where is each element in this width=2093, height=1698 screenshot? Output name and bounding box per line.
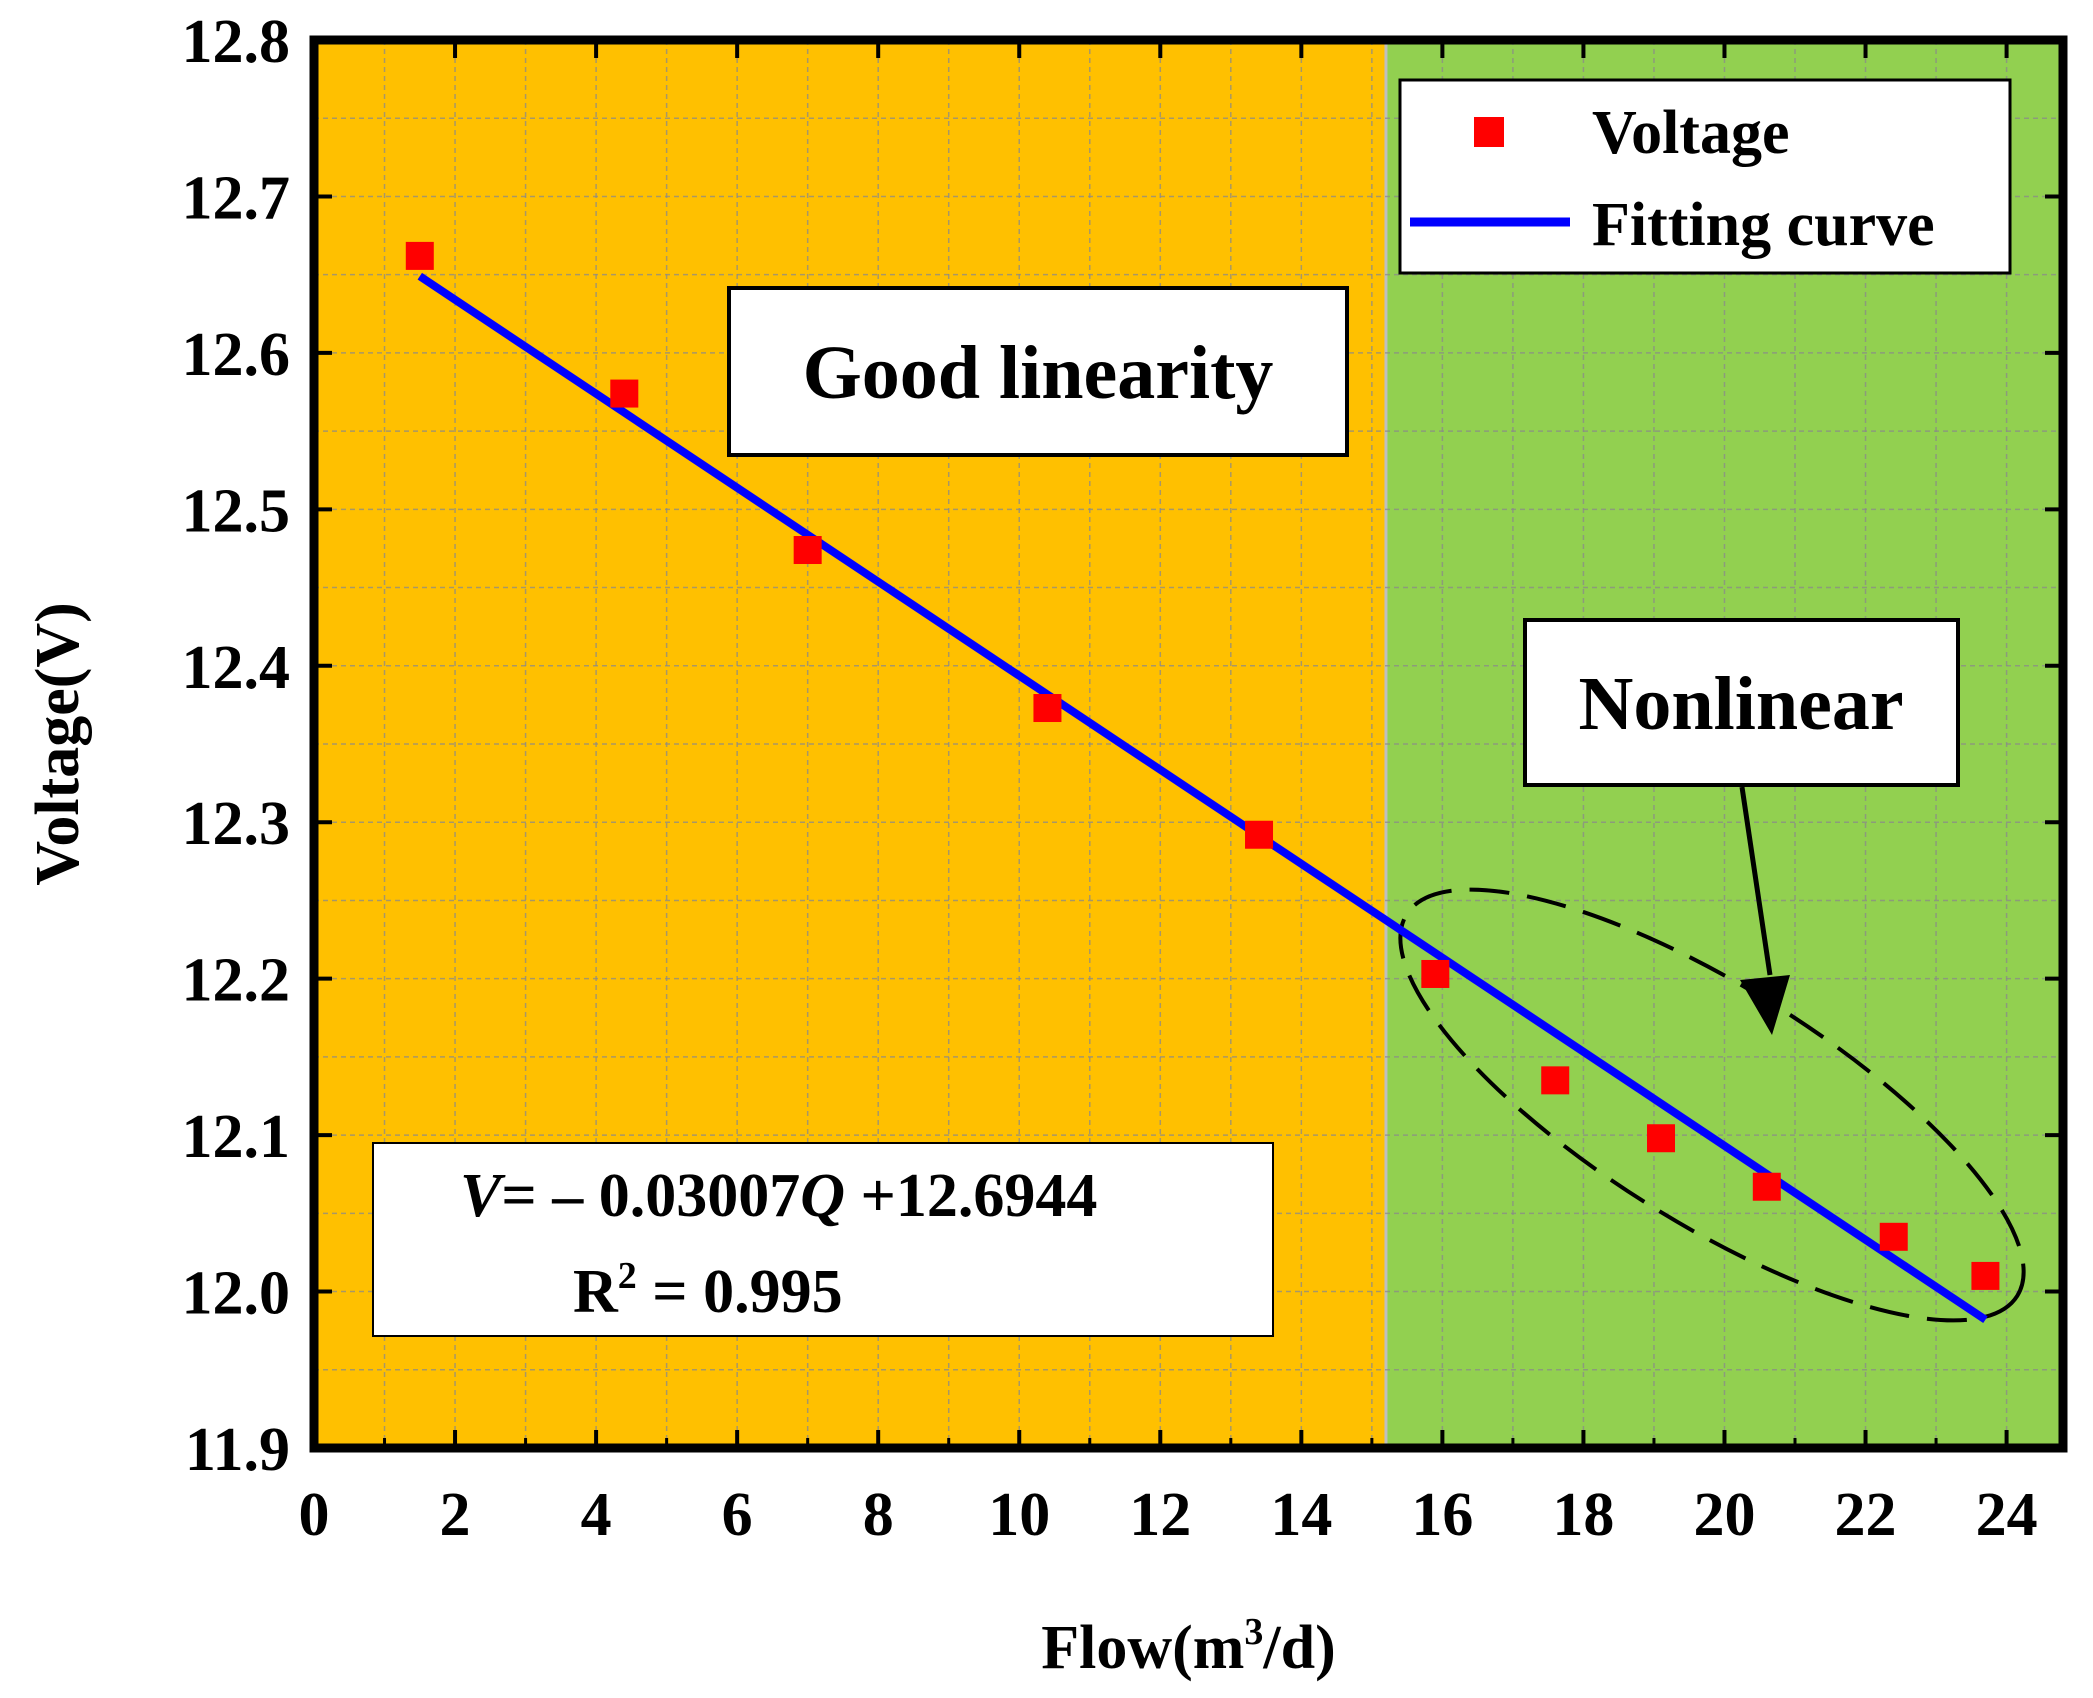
x-axis-title-main: Flow(m	[1041, 1614, 1244, 1682]
x-axis-title-sup: 3	[1244, 1611, 1263, 1653]
data-points-layer	[405, 241, 2000, 1290]
y-tick-label: 12.7	[182, 164, 291, 232]
x-tick-label: 12	[1129, 1481, 1191, 1549]
nonlinear-arrow	[1739, 786, 1790, 1035]
y-tick-label: 12.0	[182, 1260, 291, 1328]
x-tick-label: 16	[1411, 1481, 1473, 1549]
equation-q: Q	[800, 1162, 845, 1230]
fitting-curve-line	[417, 272, 1988, 1324]
legend-box	[1398, 78, 2012, 275]
x-tick-label: 2	[440, 1481, 471, 1549]
legend: Voltage Fitting curve	[1398, 78, 2012, 275]
nonlinear-label: Nonlinear	[1578, 662, 1903, 746]
voltage-point	[405, 241, 434, 270]
y-tick-label: 11.9	[185, 1416, 290, 1484]
arrow-shaft	[1739, 786, 1773, 976]
x-tick-label: 6	[722, 1481, 753, 1549]
r-squared-sup: 2	[618, 1255, 637, 1297]
fitting-curve-layer	[417, 272, 1988, 1324]
y-tick-label: 12.3	[182, 790, 291, 858]
equation-box	[372, 1142, 1274, 1337]
tick-labels: 0 2 4 6 8 10 12 14 16 18 20 22 2411.912.012.112.212.…	[182, 8, 2038, 1549]
voltage-point	[1421, 959, 1450, 988]
y-tick-label: 12.8	[182, 8, 291, 76]
legend-fitting-curve-label: Fitting curve	[1592, 191, 1935, 259]
x-tick-label: 4	[581, 1481, 612, 1549]
y-tick-label: 12.4	[182, 634, 291, 702]
equation-coef: = – 0.03007	[501, 1162, 800, 1230]
voltage-point	[1245, 820, 1274, 849]
x-tick-label: 18	[1552, 1481, 1614, 1549]
x-tick-label: 10	[988, 1481, 1050, 1549]
equation-annotation: V= – 0.03007Q +12.6944 R2 = 0.995	[372, 1142, 1274, 1337]
x-axis-title: Flow(m3/d)	[1041, 1611, 1336, 1682]
equation-v: V	[460, 1162, 506, 1230]
nonlinear-box	[1523, 618, 1960, 787]
y-axis-title: Voltage(V)	[24, 602, 92, 886]
r-squared-r: R	[573, 1258, 619, 1326]
x-tick-label: 14	[1270, 1481, 1332, 1549]
y-tick-label: 12.2	[182, 947, 291, 1015]
legend-voltage-marker	[1474, 117, 1504, 147]
x-axis-title-tail: /d)	[1262, 1614, 1335, 1682]
x-tick-label: 20	[1693, 1481, 1755, 1549]
arrow-head	[1740, 975, 1790, 1035]
voltage-point	[1971, 1261, 2000, 1290]
x-tick-label: 22	[1835, 1481, 1897, 1549]
legend-voltage-label: Voltage	[1592, 99, 1789, 167]
nonlinear-annotation: Nonlinear	[1523, 618, 1960, 787]
voltage-point	[1752, 1172, 1781, 1201]
r-squared-value: = 0.995	[637, 1258, 843, 1326]
x-tick-label: 24	[1976, 1481, 2038, 1549]
voltage-point	[1647, 1124, 1676, 1153]
voltage-point	[1879, 1222, 1908, 1251]
voltage-point	[1033, 694, 1062, 723]
good-linearity-label: Good linearity	[803, 331, 1274, 415]
voltage-point	[793, 536, 822, 565]
equation-text: V= – 0.03007Q +12.6944	[460, 1162, 1097, 1230]
x-tick-label: 0	[299, 1481, 330, 1549]
voltage-point	[1541, 1066, 1570, 1095]
equation-intercept: +12.6944	[845, 1162, 1097, 1230]
good-linearity-annotation: Good linearity	[727, 286, 1349, 457]
y-tick-label: 12.6	[182, 321, 291, 389]
plot-frame	[309, 35, 2068, 1453]
good-linearity-box	[727, 286, 1349, 457]
x-tick-label: 8	[863, 1481, 894, 1549]
r-squared-text: R2 = 0.995	[573, 1255, 843, 1326]
voltage-point	[610, 379, 639, 408]
y-tick-label: 12.5	[182, 477, 291, 545]
y-tick-label: 12.1	[182, 1103, 291, 1171]
